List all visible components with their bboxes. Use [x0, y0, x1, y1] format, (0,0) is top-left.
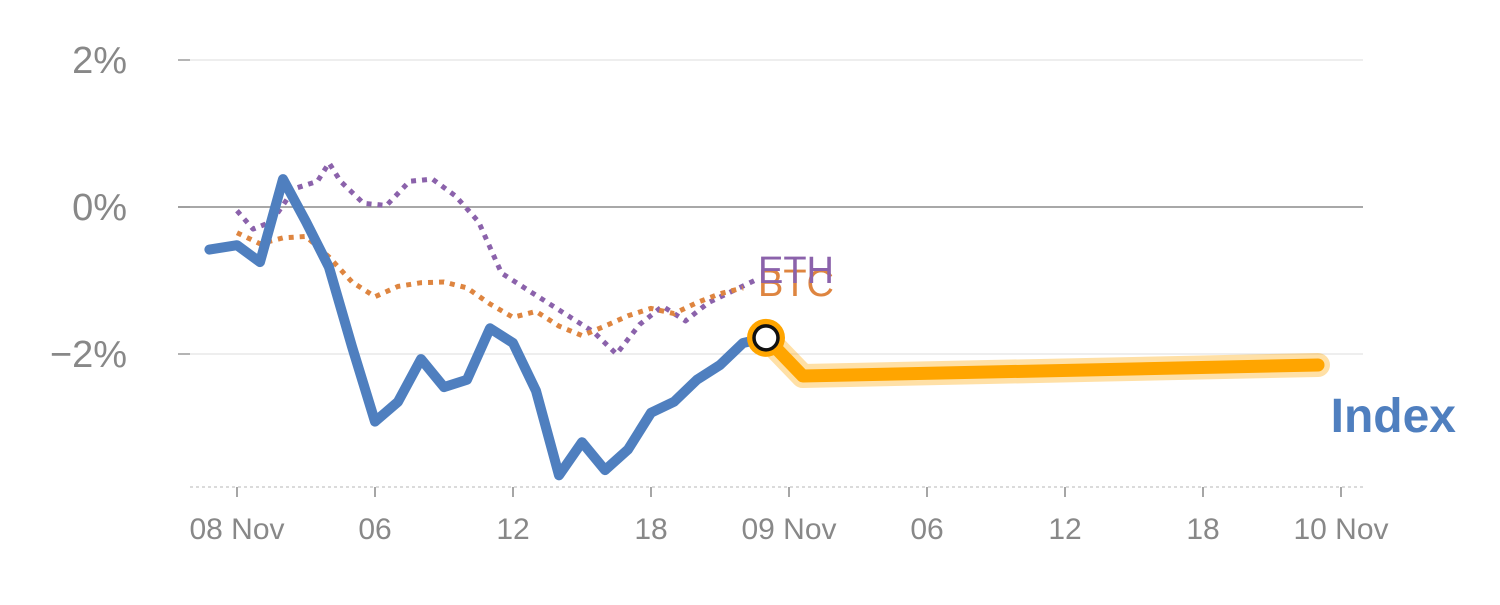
x-tick-label: 10 Nov	[1293, 513, 1388, 546]
x-tick-label: 18	[1186, 513, 1219, 546]
x-tick-label: 06	[358, 513, 391, 546]
index-series-label: Index	[1331, 390, 1457, 443]
y-tick-label: −2%	[50, 334, 127, 376]
x-tick-label: 18	[634, 513, 667, 546]
btc-series-label: BTC	[758, 263, 834, 305]
x-tick-label: 06	[910, 513, 943, 546]
y-tick-label: 2%	[72, 40, 127, 82]
index-series-line	[204, 174, 771, 481]
y-axis: 2% 0% −2%	[50, 40, 190, 376]
current-value-marker	[752, 324, 780, 352]
x-tick-label: 08 Nov	[189, 513, 284, 546]
x-tick-label: 09 Nov	[741, 513, 836, 546]
gridlines	[178, 59, 1363, 355]
x-tick-label: 12	[496, 513, 529, 546]
series-lines	[204, 160, 1330, 481]
eth-series-line	[235, 160, 756, 357]
eth-series-label: ETH	[758, 250, 834, 292]
x-tick-label: 12	[1048, 513, 1081, 546]
series-labels: BTC ETH Index	[758, 250, 1456, 443]
x-axis: 08 Nov 06 12 18 09 Nov 06 12 18 10 Nov	[189, 486, 1389, 546]
y-tick-label: 0%	[72, 187, 127, 229]
